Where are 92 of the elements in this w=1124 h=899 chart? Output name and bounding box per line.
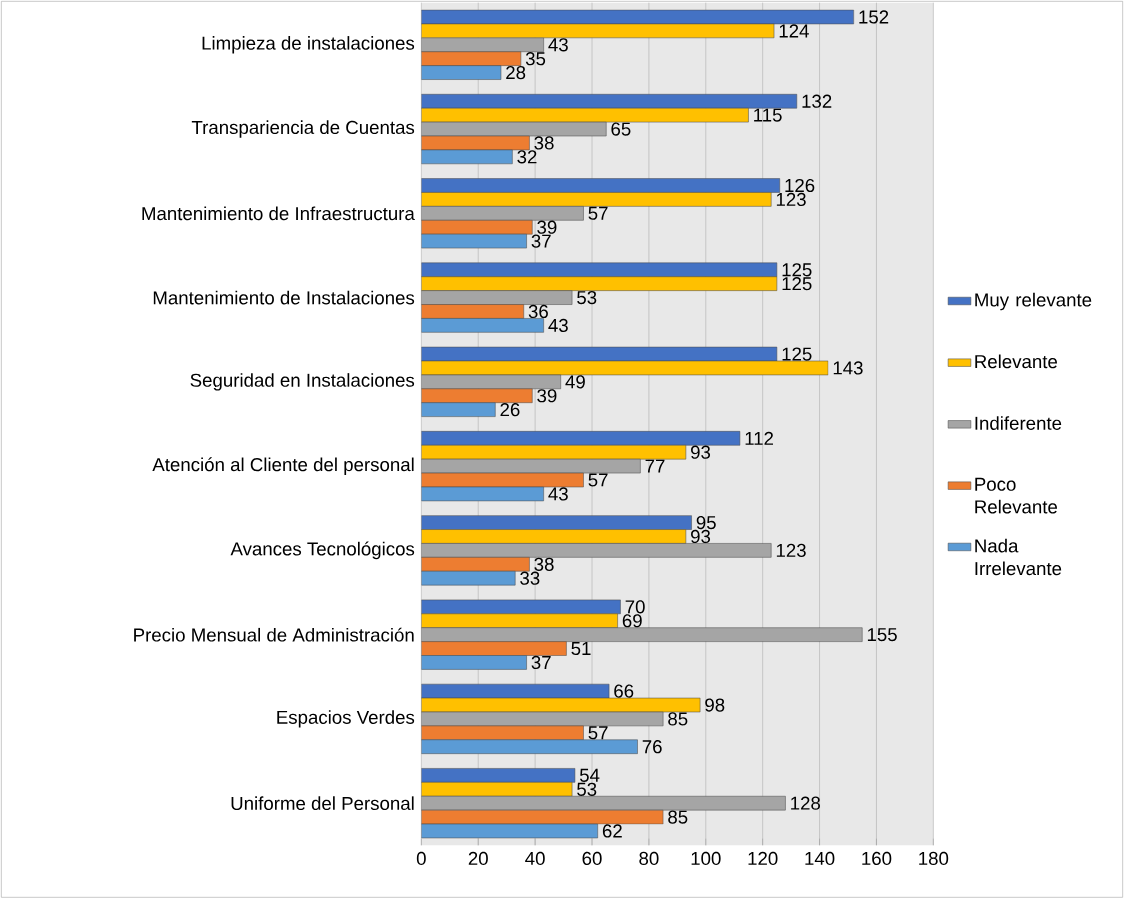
data-label: 115 [754, 108, 782, 122]
x-tick-label: 140 [805, 851, 835, 866]
y-tick-label: Avances Tecnológicos [230, 541, 415, 560]
bar [421, 276, 778, 292]
y-tick-label: Precio Mensual de Administración [134, 627, 414, 642]
data-label: 57 [588, 206, 608, 221]
y-tick-label: Mantenimiento de Instalaciones [153, 290, 415, 305]
data-label: 125 [782, 263, 812, 277]
data-label: 93 [691, 445, 711, 459]
bar [421, 431, 741, 446]
data-label: 26 [500, 403, 520, 417]
bar [421, 65, 502, 80]
bar [421, 515, 692, 530]
data-label: 57 [588, 726, 608, 740]
data-label: 123 [776, 543, 806, 558]
data-label: 95 [696, 516, 716, 530]
data-label: 49 [565, 375, 585, 389]
x-tick-label: 100 [691, 851, 721, 866]
data-label: 53 [577, 291, 597, 305]
bar [421, 529, 687, 544]
legend-label: Relevante [975, 354, 1058, 369]
data-label: 93 [691, 530, 711, 544]
data-label: 38 [534, 557, 554, 572]
bar [421, 613, 618, 629]
y-tick-label: Mantenimiento de Infraestructura [142, 206, 415, 221]
x-tick-label: 40 [525, 851, 545, 866]
y-tick-label: Espacios Verdes [277, 710, 415, 728]
data-label: 69 [622, 614, 642, 628]
bar [421, 178, 780, 193]
data-label: 125 [782, 277, 812, 291]
legend-label: Nada Irrelevante [975, 538, 1062, 576]
x-tick-label: 60 [582, 851, 602, 866]
data-label: 37 [531, 656, 551, 670]
data-label: 76 [642, 740, 662, 754]
data-label: 43 [548, 318, 568, 333]
data-label: 51 [571, 642, 591, 656]
x-tick-label: 160 [862, 851, 892, 866]
x-tick-label: 120 [748, 851, 778, 866]
y-tick-label: Seguridad en Instalaciones [190, 373, 415, 391]
data-label: 62 [602, 824, 622, 838]
bar [421, 445, 687, 460]
y-tick-label: Transpariencia de Cuentas [191, 120, 415, 138]
data-label: 85 [668, 712, 688, 726]
data-label: 66 [614, 684, 634, 698]
data-label: 65 [611, 122, 631, 136]
data-label: 57 [588, 473, 608, 487]
bar [421, 94, 798, 109]
bar [421, 318, 544, 333]
data-label: 124 [779, 24, 809, 38]
x-tick-label: 0 [416, 851, 426, 866]
data-label: 77 [645, 459, 665, 473]
bar [421, 655, 527, 670]
data-label: 28 [506, 66, 526, 80]
data-label: 126 [785, 179, 815, 193]
data-label: 85 [668, 810, 688, 824]
legend-label: Muy relevante [975, 293, 1092, 311]
x-tick-label: 20 [468, 851, 488, 866]
data-label: 155 [867, 628, 897, 642]
data-label: 112 [745, 431, 774, 445]
data-label: 43 [548, 38, 568, 52]
data-label: 35 [525, 52, 546, 66]
data-label: 143 [833, 361, 863, 375]
x-tick-label: 180 [919, 851, 949, 866]
data-label: 128 [791, 796, 821, 810]
data-label: 39 [537, 220, 557, 235]
y-tick-label: Atención al Cliente del personal [152, 457, 414, 476]
data-label: 132 [802, 94, 832, 109]
bar [421, 768, 576, 783]
data-label: 43 [548, 487, 568, 501]
y-tick-label: Uniforme del Personal [231, 796, 414, 811]
data-label: 54 [579, 769, 600, 783]
legend-label: Indiferente [975, 416, 1062, 431]
bar [421, 262, 778, 278]
data-label: 32 [517, 150, 537, 164]
data-label: 70 [625, 600, 645, 614]
legend-label: Poco Relevante [975, 478, 1058, 514]
data-label: 33 [520, 571, 540, 585]
x-tick-label: 80 [639, 851, 659, 866]
data-label: 125 [782, 347, 812, 361]
data-label: 36 [528, 305, 548, 319]
bar [421, 782, 573, 797]
data-label: 152 [859, 10, 889, 24]
data-label: 38 [534, 136, 554, 150]
data-label: 53 [577, 782, 597, 797]
y-tick-label: Limpieza de instalaciones [202, 36, 415, 54]
bar [421, 192, 772, 207]
data-label: 123 [776, 192, 806, 207]
data-label: 98 [705, 698, 725, 712]
data-label: 39 [537, 389, 557, 403]
bar [421, 739, 638, 755]
data-label: 37 [531, 234, 551, 248]
bar [421, 402, 496, 418]
